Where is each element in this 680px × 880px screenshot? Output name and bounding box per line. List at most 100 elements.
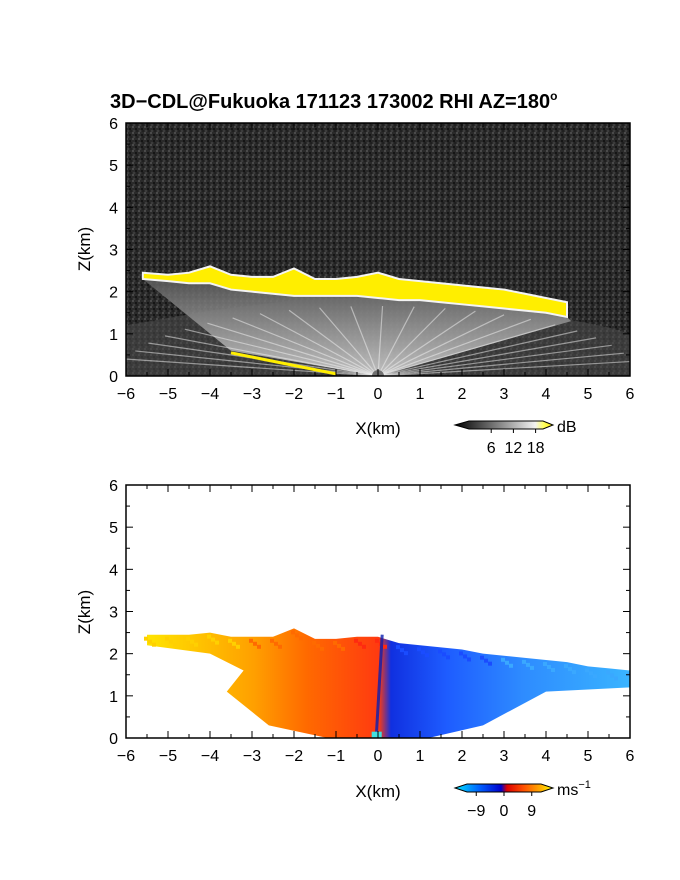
velocity-speck: [480, 655, 484, 660]
velocity-speck: [543, 661, 547, 666]
reflectivity-colorbar: 6 12 18 dB: [453, 419, 577, 457]
velocity-speck: [572, 670, 576, 675]
x-tick-label: −3: [243, 748, 261, 765]
reflectivity-y-label: Z(km): [75, 227, 94, 271]
velocity-speck: [169, 639, 173, 644]
beam-ray: [184, 328, 379, 376]
y-tick-label: 5: [109, 520, 118, 537]
colorbar-unit-text: ms: [557, 782, 578, 799]
beam-ray: [232, 317, 379, 376]
velocity-speck: [446, 655, 450, 660]
chart-title: 3D−CDL@Fukuoka 171123 173002 RHI AZ=180o: [110, 89, 557, 113]
x-tick-label: −2: [285, 748, 303, 765]
velocity-speck: [173, 642, 177, 647]
beam-ray: [135, 350, 379, 376]
colorbar-tick-label: 9: [527, 803, 536, 820]
velocity-speck: [165, 636, 169, 641]
reflectivity-image: [126, 123, 630, 376]
reflectivity-x-label: X(km): [355, 419, 400, 438]
velocity-speck: [358, 641, 362, 646]
near-origin-cell: [371, 731, 382, 738]
velocity-speck: [316, 643, 320, 648]
velocity-speck: [547, 664, 551, 669]
y-tick-label: 6: [109, 116, 118, 133]
velocity-speck: [593, 674, 597, 679]
velocity-speck: [148, 639, 152, 644]
velocity-speck: [463, 654, 467, 659]
velocity-speck: [228, 638, 232, 643]
velocity-speck: [526, 662, 530, 667]
velocity-speck: [337, 643, 341, 648]
velocity-speck: [631, 676, 635, 680]
x-tick-label: −4: [201, 748, 219, 765]
velocity-colorbar: −9 0 9 ms−1: [453, 779, 591, 820]
colorbar-tick-label: 0: [500, 803, 509, 820]
x-tick-label: 2: [458, 748, 467, 765]
y-tick-label: 5: [109, 158, 118, 175]
beam-ray: [377, 306, 415, 376]
colorbar-unit-exponent: −1: [578, 779, 591, 791]
cloud-layer: [141, 265, 568, 319]
velocity-speck: [232, 641, 236, 646]
velocity-y-label: Z(km): [75, 590, 94, 634]
beam-ray: [259, 313, 379, 376]
velocity-speck: [404, 651, 408, 656]
velocity-speck: [312, 640, 316, 645]
velocity-speck: [438, 649, 442, 654]
velocity-speck: [215, 640, 219, 645]
velocity-speck: [253, 641, 257, 646]
velocity-speck: [505, 660, 509, 665]
colorbar-tick-label: 6: [487, 440, 496, 457]
beam-ray: [377, 352, 624, 376]
beam-ray: [377, 324, 556, 376]
velocity-speck: [291, 630, 295, 635]
velocity-speck: [488, 661, 492, 666]
velocity-speck: [249, 638, 253, 643]
velocity-speck: [585, 668, 589, 673]
beam-ray: [377, 314, 505, 376]
y-tick-label: 4: [109, 200, 118, 217]
velocity-speck: [274, 641, 278, 646]
colorbar-tick-label: −9: [467, 803, 485, 820]
zero-velocity-line: [374, 634, 384, 738]
colorbar-tick-label: 18: [527, 440, 545, 457]
colorbar-bar: [453, 783, 555, 793]
x-tick-label: −1: [327, 386, 345, 403]
beam-ray: [377, 344, 612, 376]
velocity-speck: [400, 648, 404, 653]
velocity-speck: [270, 638, 274, 643]
colorbar-unit: dB: [557, 419, 577, 436]
velocity-speck: [421, 650, 425, 655]
velocity-speck: [333, 640, 337, 645]
velocity-speck: [614, 676, 618, 681]
x-tick-label: −1: [327, 748, 345, 765]
beam-ray: [377, 337, 597, 376]
velocity-speck: [484, 658, 488, 663]
colorbar-tick-label: 12: [505, 440, 523, 457]
x-tick-label: 5: [584, 386, 593, 403]
y-tick-label: 3: [109, 243, 118, 260]
velocity-speck: [467, 657, 471, 662]
x-tick-label: 0: [374, 386, 383, 403]
velocity-speck: [144, 636, 148, 641]
velocity-speck: [186, 636, 190, 641]
x-tick-label: −3: [243, 386, 261, 403]
velocity-speck: [207, 634, 211, 639]
velocity-speck: [568, 667, 572, 672]
velocity-speck: [354, 638, 358, 643]
x-tick-label: −2: [285, 386, 303, 403]
velocity-speck: [396, 645, 400, 650]
y-tick-label: 0: [109, 731, 118, 748]
x-tick-label: 4: [542, 748, 551, 765]
velocity-speck: [341, 646, 345, 651]
surface-echo: [230, 351, 337, 376]
chart-title-text: 3D−CDL@Fukuoka 171123 173002 RHI AZ=180: [110, 91, 550, 113]
x-tick-label: 1: [416, 748, 425, 765]
y-tick-label: 6: [109, 478, 118, 495]
x-tick-label: 4: [542, 386, 551, 403]
velocity-speck: [635, 679, 639, 683]
velocity-speck: [442, 652, 446, 657]
velocity-speck: [278, 644, 282, 649]
velocity-speck: [606, 670, 610, 675]
